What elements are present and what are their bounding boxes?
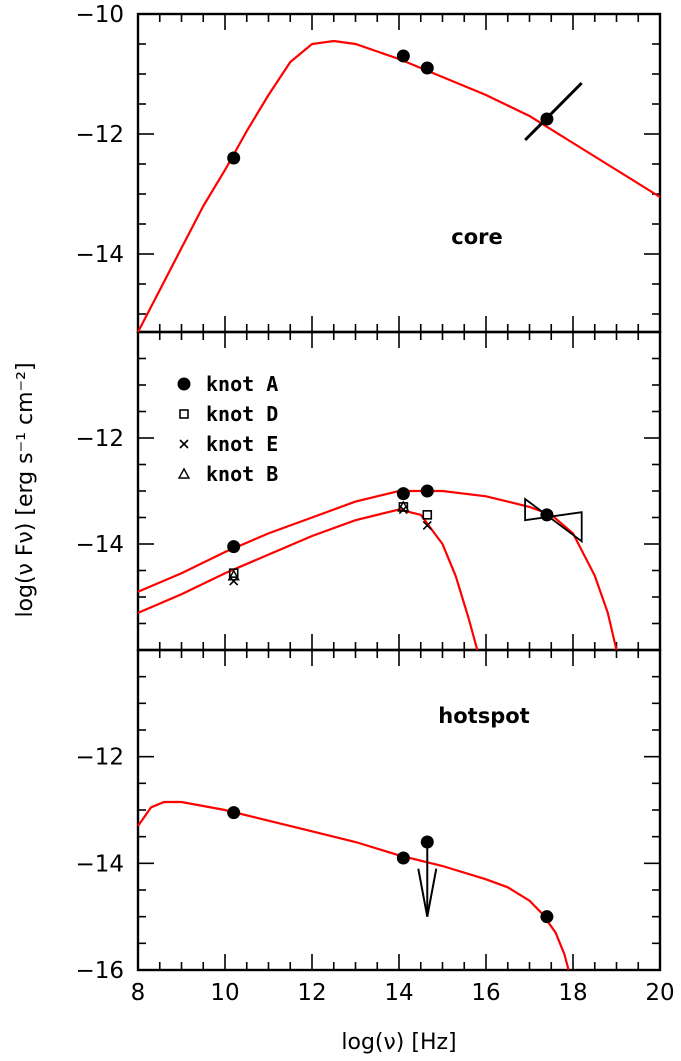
data-point-core bbox=[396, 49, 410, 63]
upper-limit-arrow-head bbox=[417, 868, 438, 917]
x-tick-label: 20 bbox=[645, 980, 674, 1006]
data-point-knots bbox=[420, 484, 434, 498]
x-tick-label: 8 bbox=[131, 980, 146, 1006]
y-tick-label: −14 bbox=[75, 242, 124, 268]
y-tick-label: −10 bbox=[75, 2, 124, 28]
data-point-knots bbox=[540, 508, 554, 522]
data-point-core bbox=[540, 112, 554, 126]
x-tick-label: 14 bbox=[384, 980, 413, 1006]
legend-entry-knot-a: knot A bbox=[206, 372, 278, 396]
legend-entry-knot-e: knot E bbox=[206, 432, 278, 456]
y-tick-label: −12 bbox=[75, 745, 124, 771]
model-curve-knots-1 bbox=[137, 508, 479, 651]
axis-ticks bbox=[137, 13, 661, 971]
panel-frame-hotspot bbox=[136, 648, 662, 972]
data-point-hotspot bbox=[540, 910, 554, 924]
x-tick-label: 10 bbox=[210, 980, 239, 1006]
model-curve-core-0 bbox=[137, 39, 661, 333]
legend-marker bbox=[177, 377, 191, 391]
x-tick-label: 16 bbox=[471, 980, 500, 1006]
legend-marker bbox=[177, 467, 191, 479]
data-point-core bbox=[420, 61, 434, 75]
legend-marker bbox=[179, 409, 189, 419]
model-curve-hotspot-0 bbox=[137, 800, 570, 971]
panel-annotation-core: core bbox=[451, 225, 502, 249]
y-tick-label: −14 bbox=[75, 532, 124, 558]
data-point-knots bbox=[228, 568, 239, 578]
legend-entry-knot-d: knot D bbox=[206, 402, 278, 426]
x-tick-label: 18 bbox=[558, 980, 587, 1006]
data-point-hotspot bbox=[396, 851, 410, 865]
data-points bbox=[227, 49, 583, 924]
data-point-hotspot bbox=[420, 835, 434, 849]
tick-labels: −10 −12 −14 −12 −14 −12 −14 −16 8 10 12 14 16 18 20 bbox=[75, 2, 674, 1006]
data-point-knots bbox=[227, 569, 240, 581]
data-point-knots bbox=[396, 487, 410, 501]
legend-marker bbox=[179, 439, 189, 449]
x-axis-label: log(ν) [Hz] bbox=[341, 1030, 456, 1055]
x-ray-spectrum-segment bbox=[524, 81, 583, 142]
data-point-hotspot bbox=[227, 806, 241, 820]
x-tick-label: 12 bbox=[297, 980, 326, 1006]
data-point-knots bbox=[229, 576, 239, 586]
data-point-knots bbox=[227, 540, 241, 554]
data-point-core bbox=[227, 151, 241, 165]
y-axis-label: log(ν Fν) [erg s⁻¹ cm⁻²] bbox=[13, 362, 38, 617]
panel-annotation-hotspot: hotspot bbox=[438, 704, 529, 728]
legend: knot A knot D knot E knot B bbox=[177, 372, 278, 486]
legend-entry-knot-b: knot B bbox=[206, 462, 278, 486]
y-tick-label: −12 bbox=[75, 122, 124, 148]
data-point-knots bbox=[397, 500, 410, 512]
y-tick-label: −12 bbox=[75, 426, 124, 452]
data-point-knots bbox=[422, 520, 432, 531]
y-tick-label: −16 bbox=[75, 958, 124, 984]
data-point-knots bbox=[422, 510, 433, 520]
x-ray-bowtie bbox=[524, 497, 583, 544]
panel-frame-core bbox=[136, 12, 662, 334]
y-tick-label: −14 bbox=[75, 851, 124, 877]
